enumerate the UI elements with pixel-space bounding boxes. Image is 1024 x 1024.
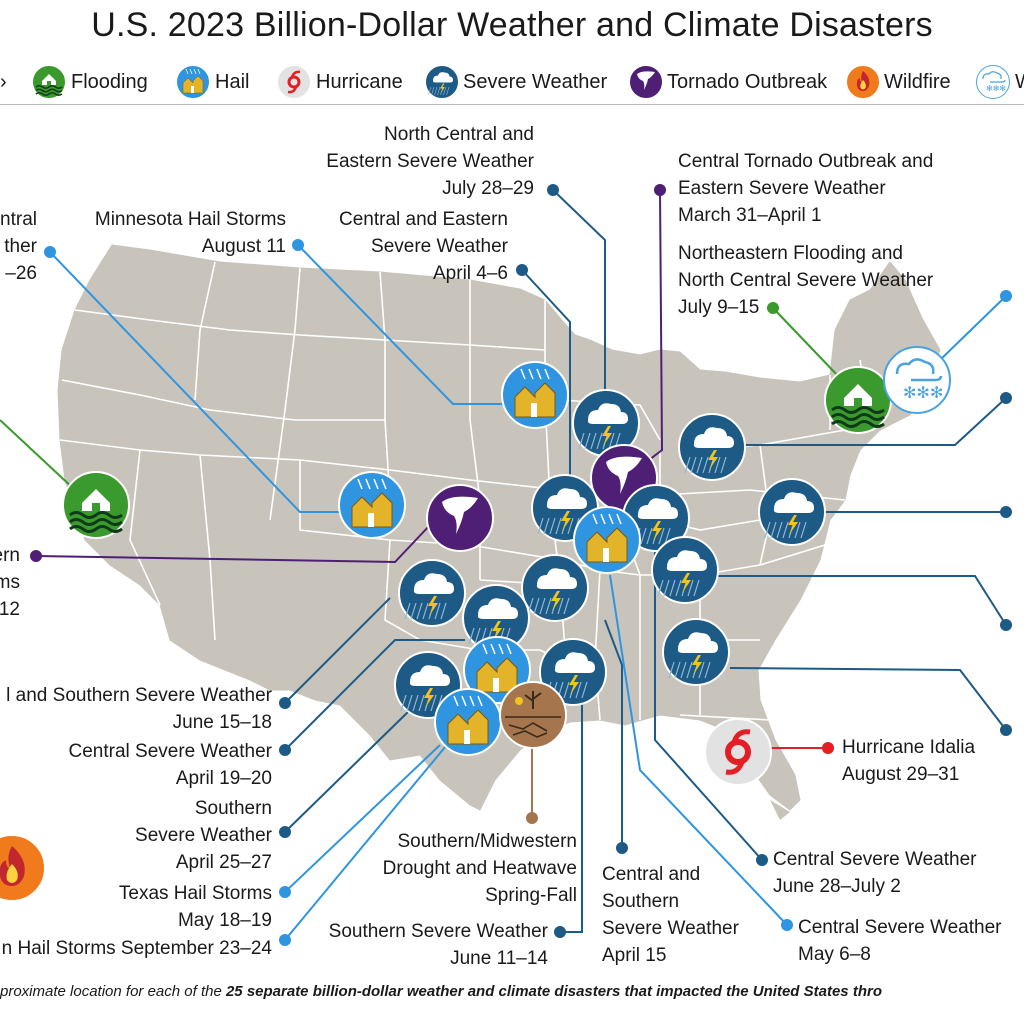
hail-icon: [176, 65, 210, 99]
leader-line: [604, 619, 628, 854]
leader-line: [279, 639, 465, 756]
legend: ✻✻✻ › Flooding Hail Hurricane Severe Wea…: [0, 62, 1024, 102]
severe-icon: [425, 65, 459, 99]
hurricane-icon: [277, 65, 311, 99]
leader-line: [745, 392, 1012, 446]
legend-label-winter: W: [1015, 71, 1024, 94]
severe-marker-icon: [678, 413, 746, 481]
event-label: Central Severe Weather April 19–20: [68, 741, 272, 789]
leader-line: [516, 264, 571, 480]
leader-line: [279, 597, 391, 709]
leader-line: [654, 540, 768, 866]
event-label: Hurricane Idalia August 29–31: [842, 737, 976, 785]
leader-line: [554, 680, 583, 938]
legend-divider: [0, 104, 1024, 105]
event-label: Central and Southern Severe Weather April 1…: [602, 864, 739, 966]
event-label: Southern Severe Weather June 11–14: [328, 921, 548, 969]
event-label: North Central and Eastern Severe Weather J…: [326, 124, 534, 199]
wildfire-icon: [846, 65, 880, 99]
page-title: U.S. 2023 Billion-Dollar Weather and Cli…: [91, 6, 933, 44]
hail-marker-icon: [434, 688, 502, 756]
leader-line: [0, 419, 76, 491]
event-label: Central Tornado Outbreak and Eastern Seve…: [678, 151, 934, 226]
winter-icon: ✻✻✻: [976, 65, 1010, 99]
leader-line: [44, 246, 345, 513]
leader-line: [547, 184, 606, 390]
event-label: Central Severe Weather June 28–July 2: [773, 849, 977, 897]
severe-marker-icon: [651, 536, 719, 604]
tornado-marker-icon: [426, 484, 494, 552]
drought-marker-icon: [499, 681, 567, 749]
leader-line: [767, 302, 841, 379]
winter-marker-icon: ✻✻✻: [883, 346, 951, 414]
svg-text:✻✻✻: ✻✻✻: [986, 84, 1006, 93]
event-label: ernms12: [0, 545, 20, 620]
leader-line: [30, 524, 431, 564]
event-label: Central Severe Weather May 6–8: [798, 917, 1002, 965]
hurricane-marker-icon: [704, 718, 772, 786]
hail-marker-icon: [463, 636, 531, 704]
flooding-marker-icon: [62, 471, 130, 539]
event-label: Southern Severe Weather April 25–27: [135, 798, 272, 873]
legend-label-hail: Hail: [215, 71, 250, 93]
hail-marker-icon: [338, 471, 406, 539]
leader-line: [279, 709, 411, 838]
leader-line: [717, 575, 1012, 631]
flooding-marker-icon: [824, 366, 892, 434]
wildfire-marker-icon: [0, 834, 46, 902]
leader-line: [279, 744, 441, 898]
florida-tip: [770, 800, 790, 820]
legend-label-severe-weather: Severe Weather: [463, 71, 608, 93]
severe-marker-icon: [572, 389, 640, 457]
event-label: ntral ther –26: [0, 209, 37, 284]
leader-line: [729, 667, 1012, 736]
leader-lines: [0, 184, 1012, 946]
state-borders: [59, 261, 871, 721]
severe-marker-icon: [398, 559, 466, 627]
leader-line: [292, 239, 503, 405]
tornado-icon: [629, 65, 663, 99]
legend-label-cut: ›: [0, 71, 7, 93]
svg-text:✻✻✻: ✻✻✻: [903, 383, 943, 402]
leader-line: [770, 742, 834, 754]
legend-label-wildfire: Wildfire: [884, 71, 951, 93]
event-label: Central and Eastern Severe Weather April 4…: [339, 209, 508, 284]
footnote: proximate location for each of the 25 se…: [0, 983, 882, 1000]
legend-label-flooding: Flooding: [71, 71, 148, 93]
event-label: Southern/Midwestern Drought and Heatwave S…: [382, 831, 577, 906]
hail-marker-icon: [573, 506, 641, 574]
flooding-icon: [32, 65, 66, 99]
legend-label-tornado-outbreak: Tornado Outbreak: [667, 71, 828, 93]
event-label: l and Southern Severe Weather June 15–18: [6, 685, 272, 733]
severe-marker-icon: [521, 554, 589, 622]
event-label: n Hail Storms September 23–24: [1, 938, 272, 959]
event-label: Texas Hail Storms May 18–19: [118, 883, 272, 931]
severe-marker-icon: [662, 618, 730, 686]
leader-line: [825, 506, 1012, 518]
severe-marker-icon: [462, 584, 530, 652]
hail-marker-icon: [501, 361, 569, 429]
event-label: Minnesota Hail Storms August 11: [94, 209, 286, 257]
legend-label-hurricane: Hurricane: [316, 71, 403, 93]
leader-line: [609, 574, 793, 931]
event-label: Northeastern Flooding and North Central S…: [678, 243, 934, 318]
leader-line: [939, 290, 1012, 361]
severe-marker-icon: [758, 478, 826, 546]
michigan-up: [600, 355, 665, 375]
